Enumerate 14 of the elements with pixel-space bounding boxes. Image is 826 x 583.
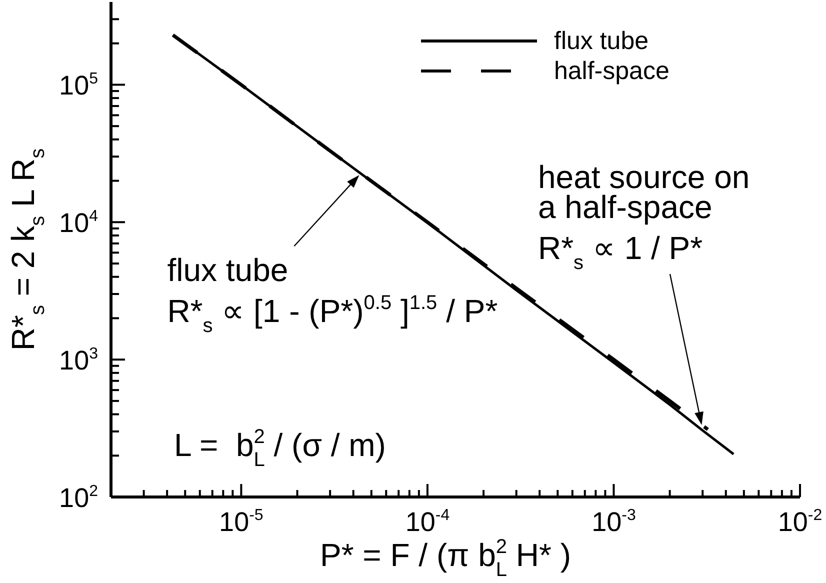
- y-tick-label: 10$^{2}$: [59, 482, 98, 513]
- annotation: flux tube R*$_{s}$ ∝ [1 - (P*)$^{0.5}$ ]$^{1.5}$ / P*: [167, 252, 498, 337]
- y-tick-label: 10$^{3}$: [59, 345, 98, 376]
- legend-label: flux tube: [554, 26, 649, 56]
- annotation: heat source on a half-space R*$_{s}$ ∝ 1 / P*: [538, 159, 750, 274]
- y-tick-label: 10$^{5}$: [59, 70, 98, 101]
- y-tick-label: 10$^{4}$: [59, 208, 98, 238]
- x-tick-label: 10$^{-2}$: [778, 506, 822, 537]
- x-axis-title: P* = F / (π b$^{2}$$_{L}$ H* ): [320, 536, 572, 581]
- x-tick-label: 10$^{-3}$: [592, 506, 636, 537]
- legend-label: half-space: [554, 56, 670, 86]
- x-tick-label: 10$^{-4}$: [405, 506, 450, 537]
- annotation: L = b$^{2}$$_{L}$ / (σ / m): [174, 425, 386, 471]
- x-tick-label: 10$^{-5}$: [219, 506, 264, 537]
